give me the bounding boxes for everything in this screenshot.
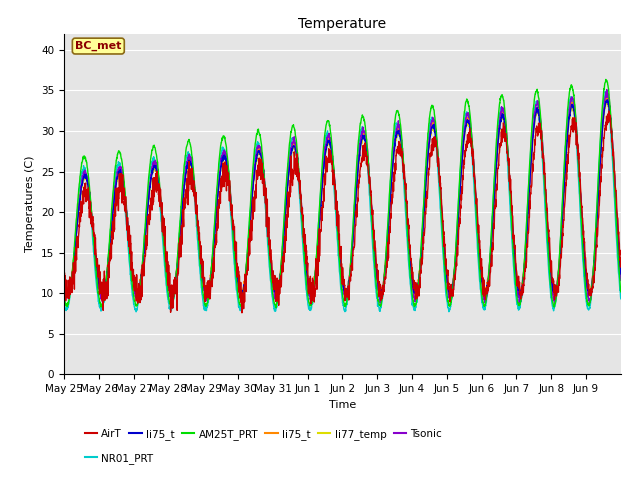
Y-axis label: Temperatures (C): Temperatures (C) xyxy=(26,156,35,252)
Legend: NR01_PRT: NR01_PRT xyxy=(81,449,157,468)
X-axis label: Time: Time xyxy=(329,400,356,409)
Title: Temperature: Temperature xyxy=(298,17,387,31)
Text: BC_met: BC_met xyxy=(75,41,122,51)
